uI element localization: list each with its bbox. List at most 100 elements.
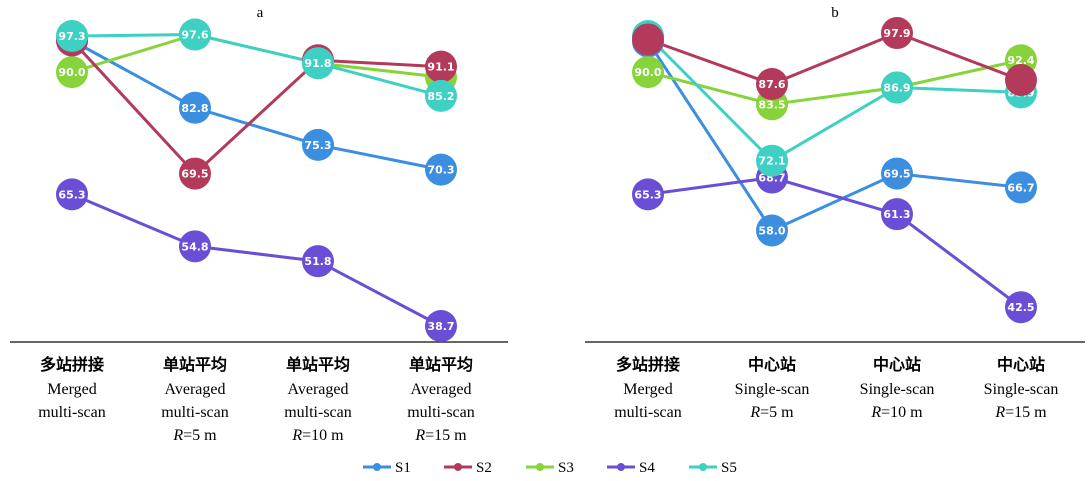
data-label: 91.8 (304, 57, 331, 70)
series-line-s2 (70, 39, 442, 176)
data-point-s1 (302, 128, 334, 161)
series-line-s2 (647, 31, 1022, 86)
data-point-s5 (56, 20, 88, 52)
radius-symbol: R (749, 404, 760, 421)
radius-value: =10 m (881, 404, 923, 421)
panel-a: a 多站拼接 Merged multi-scan 单站平均 Averaged multi-s… (10, 5, 508, 444)
data-point-s5 (179, 18, 211, 51)
data-label: 61.3 (883, 208, 910, 221)
data-label: 70.3 (427, 164, 454, 177)
legend-marker-s2 (454, 463, 462, 471)
data-label: 58.0 (758, 224, 785, 237)
data-point-s2 (1005, 64, 1037, 97)
x-tick-label-cn: 单站平均 (409, 355, 473, 374)
x-tick-label-en: multi-scan (284, 404, 352, 421)
series-line-s4 (71, 193, 442, 328)
radius-symbol: R (414, 427, 425, 444)
data-label: 90.0 (58, 66, 85, 79)
x-tick-label-cn: 中心站 (873, 355, 921, 374)
data-label: 72.1 (758, 155, 785, 168)
x-tick-label-cn: 多站拼接 (40, 355, 104, 374)
data-label: 87.6 (758, 78, 785, 91)
data-label: 97.9 (883, 27, 910, 40)
panel-letter: b (831, 5, 839, 21)
legend-marker-s3 (536, 463, 544, 471)
x-tick-label-cn: 中心站 (748, 355, 796, 374)
x-tick-label-cn: 单站平均 (286, 355, 350, 374)
data-label: 97.3 (58, 30, 85, 43)
data-point-s1 (425, 153, 457, 186)
x-tick-label-en: multi-scan (614, 404, 682, 421)
radius-value: =5 m (183, 427, 217, 444)
data-label: 66.7 (1007, 181, 1034, 194)
data-label: 65.3 (58, 188, 85, 201)
x-tick-label-cn: 多站拼接 (616, 355, 680, 374)
radius-symbol: R (994, 404, 1005, 421)
data-point-s4 (302, 245, 334, 278)
radius-value: =15 m (1005, 404, 1047, 421)
data-label: 38.7 (427, 320, 454, 333)
data-label: 90.0 (634, 66, 661, 79)
legend-label: S3 (558, 460, 574, 476)
x-tick-label-en: multi-scan (407, 404, 475, 421)
x-tick-label-radius: R=15 m (414, 427, 467, 444)
panel-letter: a (257, 5, 264, 21)
x-tick-label-radius: R=5 m (172, 427, 217, 444)
data-point-s4 (56, 178, 88, 211)
legend-marker-s5 (699, 463, 707, 471)
data-point-s2 (632, 23, 664, 56)
data-label: 91.1 (427, 61, 454, 74)
data-point-s1 (881, 157, 913, 190)
data-point-s5 (425, 79, 457, 112)
data-label: 42.5 (1007, 301, 1034, 314)
series-line-s4 (647, 176, 1022, 309)
series-line-s3 (647, 58, 1022, 106)
x-tick-label-en: Single-scan (860, 381, 935, 398)
legend-marker-s1 (373, 463, 381, 471)
legend-label: S4 (639, 460, 655, 476)
data-label: 85.2 (427, 90, 454, 103)
data-label: 69.5 (181, 168, 208, 181)
x-tick-label-en: multi-scan (161, 404, 229, 421)
legend-label: S5 (721, 460, 737, 476)
x-tick-label-radius: R=5 m (749, 404, 794, 421)
data-label: 97.6 (181, 29, 208, 42)
legend: S1 S2 S3 S4 S5 (363, 460, 737, 476)
data-point-s1 (1005, 171, 1037, 204)
x-tick-label-en: Single-scan (735, 381, 810, 398)
radius-symbol: R (172, 427, 183, 444)
x-tick-label-en: Averaged (288, 381, 349, 398)
x-tick-label-en: Averaged (165, 381, 226, 398)
data-point-s4 (632, 178, 664, 211)
radius-value: =10 m (302, 427, 344, 444)
data-point-s1 (756, 214, 788, 247)
radius-value: =5 m (760, 404, 794, 421)
data-label: 65.3 (634, 188, 661, 201)
data-point-s2 (179, 157, 211, 190)
data-label: 92.4 (1007, 54, 1034, 67)
x-tick-label-en: Single-scan (984, 381, 1059, 398)
data-label: 83.5 (758, 98, 785, 111)
x-tick-label-cn: 单站平均 (163, 355, 227, 374)
data-point-s4 (179, 230, 211, 263)
data-point-s1 (179, 91, 211, 124)
data-label: 82.8 (181, 102, 208, 115)
data-point-s5 (302, 47, 334, 80)
data-point-s4 (1005, 291, 1037, 324)
data-point-s5 (881, 71, 913, 104)
radius-symbol: R (870, 404, 881, 421)
series-line-s5 (646, 34, 1022, 163)
data-label: 51.8 (304, 255, 331, 268)
x-tick-label-en: Merged (47, 381, 96, 398)
data-point-s2 (425, 50, 457, 83)
data-label: 54.8 (181, 240, 208, 253)
x-tick-label-en: multi-scan (38, 404, 106, 421)
data-point-s4 (425, 310, 457, 342)
x-tick-label-radius: R=10 m (870, 404, 923, 421)
legend-marker-s4 (617, 463, 625, 471)
data-point-s4 (881, 198, 913, 231)
x-tick-label-en: Averaged (411, 381, 472, 398)
data-point-s3 (56, 56, 88, 89)
